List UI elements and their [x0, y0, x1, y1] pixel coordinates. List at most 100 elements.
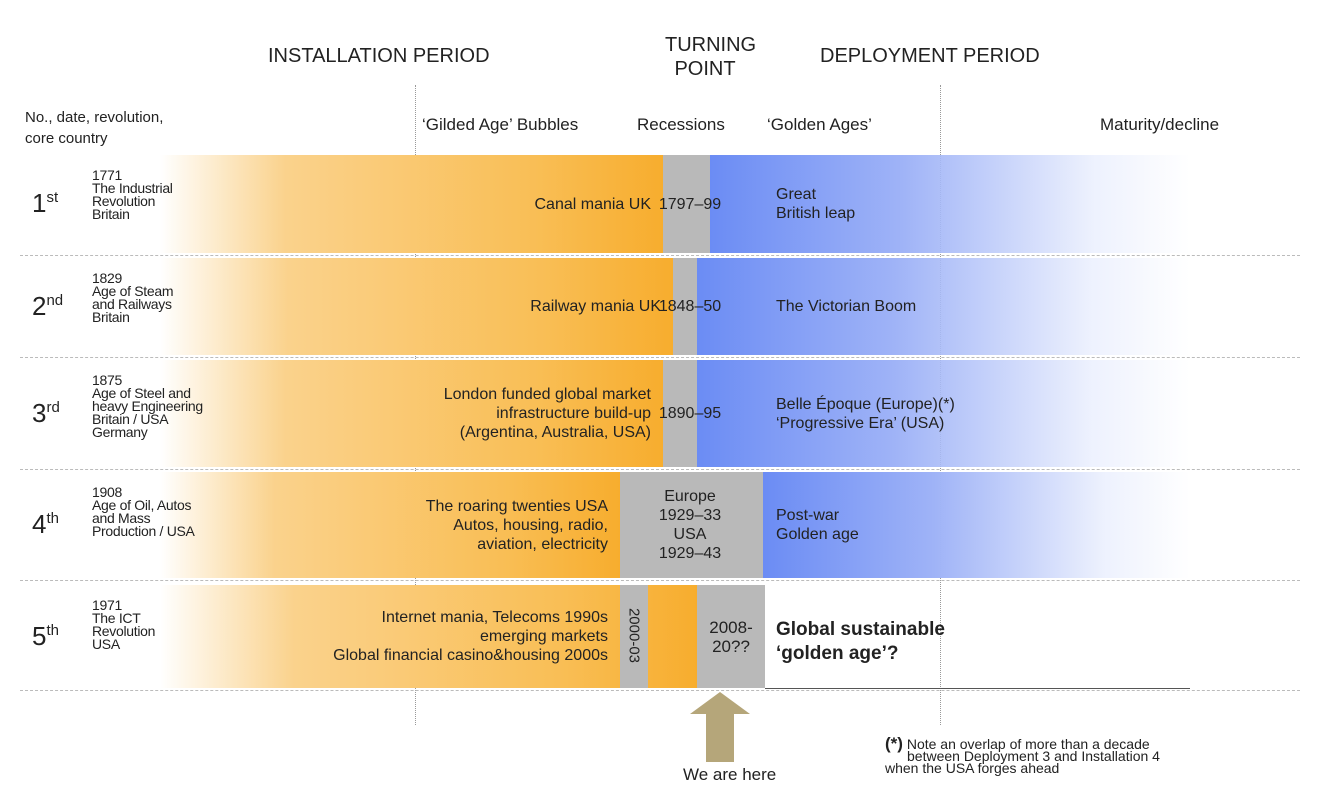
bubble-line: (Argentina, Australia, USA): [459, 424, 651, 441]
recession: 2008- 20??: [681, 618, 781, 656]
bubble: The roaring twenties USA Autos, housing, …: [208, 497, 608, 554]
golden: Belle Époque (Europe)(*) ‘Progressive Era…: [776, 395, 955, 433]
band: [763, 472, 1190, 578]
note-line: (*) Note an overlap of more than a decad…: [885, 735, 1160, 752]
band: [160, 360, 663, 467]
golden: Great British leap: [776, 185, 855, 223]
golden-line: The Victorian Boom: [776, 298, 917, 315]
recession: 1797–99: [640, 195, 740, 214]
golden-line: Great: [776, 186, 817, 203]
golden-line: ‘golden age’?: [776, 642, 899, 664]
golden: The Victorian Boom: [776, 297, 916, 316]
bubble-line: Global financial casino&housing 2000s: [333, 647, 608, 664]
turning-header: TURNING POINT: [665, 33, 756, 81]
band: [620, 472, 763, 578]
bubble: London funded global market infrastructur…: [251, 385, 651, 442]
detail-line: The Industrial: [92, 180, 173, 196]
detail-line: and Mass: [92, 510, 151, 526]
marker-label: We are here: [683, 765, 777, 784]
bubble-line: Railway mania UK: [530, 298, 661, 315]
band: [697, 258, 1190, 355]
ordinal-suffix: th: [46, 510, 59, 527]
detail-line: 1908: [92, 484, 122, 500]
here-arrow: [690, 692, 750, 762]
recession-line: Europe: [664, 488, 716, 505]
bubble: Canal mania UK: [251, 195, 652, 214]
recession-line: 1929–33: [658, 507, 722, 524]
note-star: (*): [885, 734, 903, 753]
golden: Global sustainable ‘golden age’?: [776, 618, 945, 666]
detail-line: 1829: [92, 270, 122, 286]
row-divider: [20, 580, 1300, 581]
bubble-line: Internet mania, Telecoms 1990s: [381, 609, 609, 626]
ordinal-suffix: st: [46, 189, 59, 206]
detail-line: 1971: [92, 597, 122, 613]
row-line: [765, 688, 1190, 689]
band: [663, 155, 710, 253]
golden-line: ‘Progressive Era’ (USA): [776, 414, 945, 432]
ordinal-suffix: rd: [46, 398, 60, 416]
golden: Post-war Golden age: [776, 506, 859, 544]
golden-line: Golden age: [776, 526, 859, 543]
turning-line: POINT: [674, 58, 736, 80]
details: 1971 The ICT Revolution USA: [92, 597, 155, 652]
row-divider: [20, 255, 1300, 256]
recession-line: 1848–50: [658, 298, 722, 315]
recession-line: 1929–43: [658, 545, 722, 562]
golden-line: Belle Époque (Europe)(*): [776, 395, 955, 413]
ordinal-number: 4: [32, 509, 47, 539]
detail-line: Germany: [92, 424, 148, 440]
band: [673, 258, 697, 355]
band: [710, 155, 1190, 253]
ordinal-suffix: th: [46, 621, 59, 639]
detail-line: USA: [92, 636, 120, 652]
detail-line: Age of Steel and: [92, 385, 191, 401]
bubbles-header: ‘Gilded Age’ Bubbles: [422, 115, 579, 134]
ordinal-number: 1: [32, 188, 47, 218]
installation-header: INSTALLATION PERIOD: [268, 45, 490, 67]
detail-line: Revolution: [92, 193, 156, 209]
detail-line: Britain: [92, 309, 130, 325]
details: 1875 Age of Steel and heavy Engineering Bri…: [92, 372, 203, 440]
recession-line: USA: [673, 526, 707, 543]
detail-line: Age of Steam: [92, 283, 174, 299]
bubble: Railway mania UK: [261, 297, 661, 316]
note-text: Note an overlap of more than a decade: [906, 736, 1150, 752]
recession-line: 2008-: [709, 617, 753, 637]
recession: Europe 1929–33 USA 1929–43: [640, 487, 740, 563]
ordinal: 4th: [32, 509, 59, 540]
golden-line: Post-war: [776, 507, 840, 524]
details: 1908 Age of Oil, Autos and Mass Production …: [92, 484, 195, 539]
ordinal-number: 5: [32, 620, 47, 651]
details: 1829 Age of Steam and Railways Britain: [92, 270, 174, 325]
detail-line: 1771: [92, 167, 122, 183]
detail-line: 1875: [92, 372, 122, 388]
detail-line: Production / USA: [92, 523, 195, 539]
band: [160, 472, 620, 578]
detail-line: The ICT: [92, 610, 141, 626]
golden-line: British leap: [776, 205, 856, 222]
row-divider: [20, 357, 1300, 358]
band: [697, 360, 1190, 467]
golden-header: ‘Golden Ages’: [767, 115, 872, 134]
bubble-line: aviation, electricity: [477, 535, 608, 553]
ordinal: 5th: [32, 621, 59, 652]
note: (*) Note an overlap of more than a decad…: [885, 735, 1160, 775]
band: [620, 585, 648, 688]
band: [160, 585, 697, 688]
band: [697, 585, 765, 688]
left-column-line: core country: [25, 130, 108, 147]
note-line: between Deployment 3 and Installation 4: [907, 748, 1160, 764]
bubble-line: emerging markets: [479, 628, 608, 645]
detail-line: Britain / USA: [92, 411, 169, 427]
recession-line: 20??: [712, 636, 750, 656]
ordinal-number: 3: [32, 397, 47, 428]
details: 1771 The Industrial Revolution Britain: [92, 167, 173, 221]
bubble-line: The roaring twenties USA: [425, 497, 608, 515]
band: [160, 155, 663, 253]
ordinal-suffix: nd: [46, 291, 64, 309]
recession: 1890–95: [640, 404, 740, 423]
bubble-line: Autos, housing, radio,: [453, 516, 608, 534]
golden-line: Global sustainable: [776, 618, 945, 640]
bubble-line: London funded global market: [443, 386, 651, 403]
